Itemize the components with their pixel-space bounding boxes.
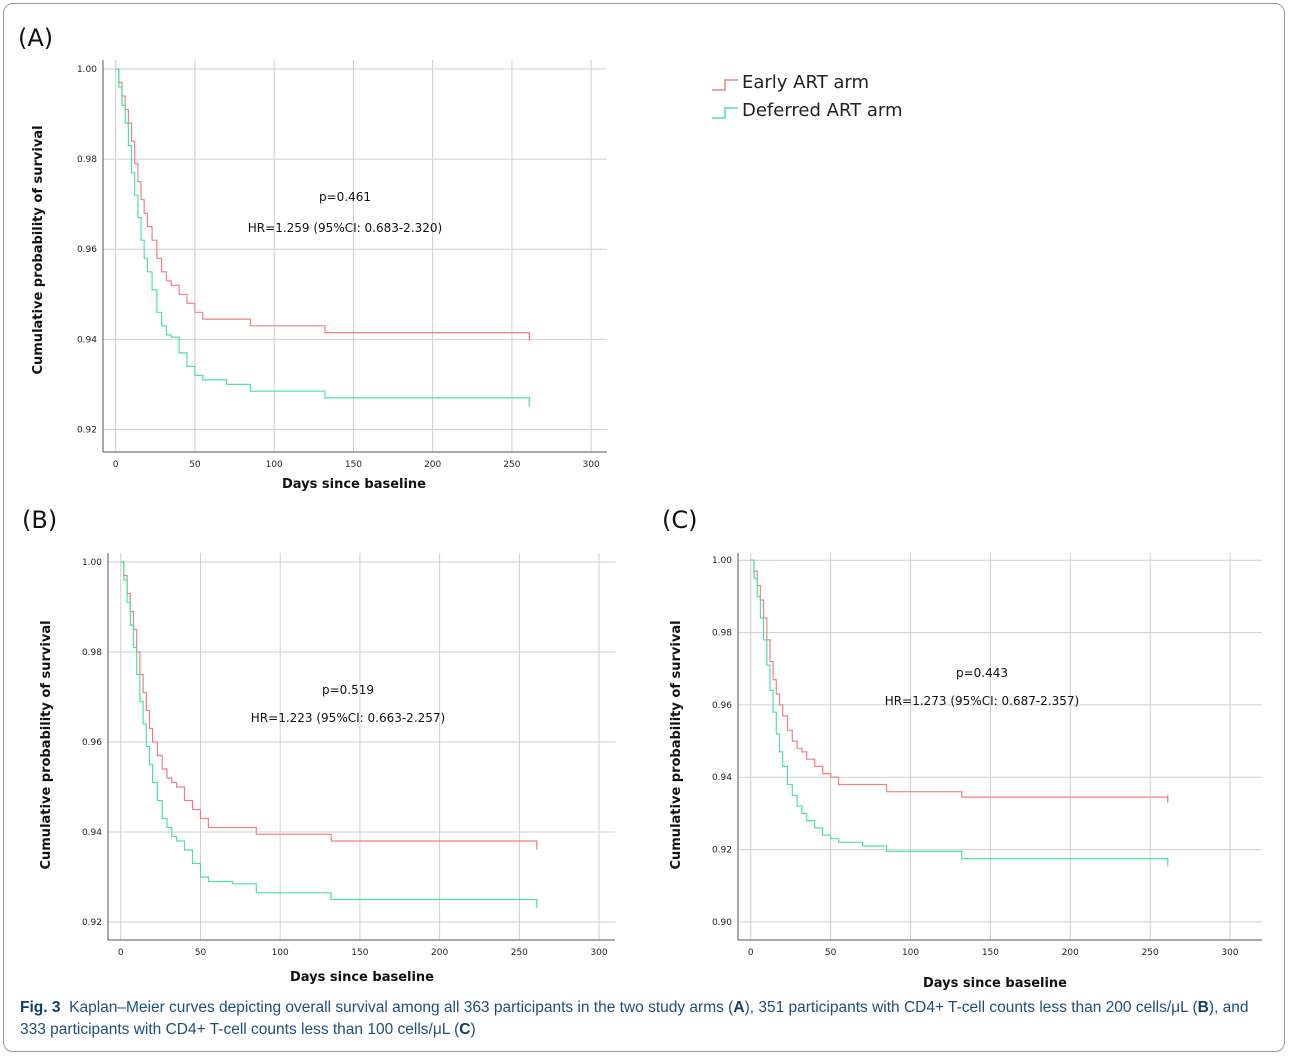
panel-c-p-value: p=0.443 — [956, 666, 1008, 680]
y-tick-label: 0.96 — [77, 245, 97, 255]
legend-label-deferred: Deferred ART arm — [742, 100, 903, 121]
x-tick-label: 100 — [266, 460, 283, 470]
panel-a-xlabel: Days since baseline — [282, 477, 426, 492]
deferred-art-curve — [750, 559, 1169, 863]
figure-canvas: Early ART arm Deferred ART arm (A) 0 50 10… — [18, 24, 1262, 991]
x-tick-label: 250 — [503, 460, 520, 470]
panel-c-xlabel: Days since baseline — [923, 976, 1067, 991]
x-tick-label: 50 — [189, 460, 201, 470]
panel-a-p-value: p=0.461 — [319, 190, 371, 204]
x-tick-label: 150 — [345, 460, 362, 470]
x-tick-label: 200 — [1062, 948, 1079, 958]
early-art-curve — [750, 559, 1169, 799]
caption-ref-b: B — [1197, 999, 1209, 1016]
x-tick-label: 300 — [1221, 948, 1238, 958]
figure-frame — [3, 3, 1285, 1052]
x-tick-label: 200 — [424, 460, 441, 470]
deferred-art-curve — [120, 561, 538, 904]
panel-c-hr: HR=1.273 (95%CI: 0.687-2.357) — [885, 694, 1079, 708]
y-tick-label: 0.94 — [82, 828, 102, 838]
panel-a-label: (A) — [18, 24, 53, 52]
figure-caption: Fig. 3 Kaplan–Meier curves depicting ove… — [20, 997, 1265, 1041]
panel-b-xlabel: Days since baseline — [290, 970, 434, 985]
deferred-art-curve — [115, 68, 530, 403]
panel-b-p-value: p=0.519 — [322, 683, 374, 697]
x-tick-label: 100 — [902, 948, 919, 958]
y-tick-label: 0.98 — [82, 648, 102, 658]
y-tick-label: 0.92 — [712, 846, 732, 856]
x-tick-label: 300 — [583, 460, 600, 470]
panel-c-plot: 0 50 100 150 200 250 300 0.90 0.92 0.94 0.96 0.98 1.… — [712, 553, 1262, 958]
panel-c-label: (C) — [662, 506, 697, 534]
x-tick-label: 300 — [590, 948, 607, 958]
legend-swatch-deferred — [712, 107, 738, 119]
y-tick-label: 0.96 — [712, 701, 732, 711]
caption-text-2: ), 351 participants with CD4+ T-cell cou… — [744, 999, 1198, 1016]
y-tick-label: 1.00 — [82, 558, 102, 568]
panel-b-label: (B) — [22, 506, 57, 534]
panel-a: (A) 0 50 100 150 200 250 300 0.92 0.94 0.96 0.98 1.… — [18, 24, 607, 492]
y-tick-label: 0.96 — [82, 738, 102, 748]
y-tick-label: 0.92 — [77, 425, 97, 435]
legend-swatch-early — [712, 79, 738, 91]
panel-a-plot: 0 50 100 150 200 250 300 0.92 0.94 0.96 0.98 1.00 — [77, 60, 607, 470]
y-tick-label: 0.90 — [712, 918, 732, 928]
panel-b-plot: 0 50 100 150 200 250 300 0.92 0.94 0.96 0.98 1.00 — [82, 553, 615, 958]
y-tick-label: 1.00 — [77, 65, 97, 75]
x-tick-label: 0 — [113, 460, 119, 470]
caption-ref-c: C — [459, 1021, 471, 1038]
x-tick-label: 200 — [431, 948, 448, 958]
x-tick-label: 0 — [748, 948, 754, 958]
caption-fig-label: Fig. 3 — [20, 999, 61, 1016]
caption-text-4: ) — [470, 1021, 476, 1038]
early-art-curve — [115, 68, 530, 338]
x-tick-label: 0 — [118, 948, 124, 958]
panel-b-ylabel: Cumulative probability of survival — [39, 620, 54, 869]
caption-ref-a: A — [733, 999, 745, 1016]
y-tick-label: 0.92 — [82, 918, 102, 928]
legend: Early ART arm Deferred ART arm — [712, 72, 903, 121]
x-tick-label: 150 — [351, 948, 368, 958]
y-tick-label: 1.00 — [712, 556, 732, 566]
x-tick-label: 250 — [511, 948, 528, 958]
x-tick-label: 250 — [1142, 948, 1159, 958]
panel-a-ylabel: Cumulative probability of survival — [31, 125, 46, 374]
y-tick-label: 0.98 — [712, 629, 732, 639]
x-tick-label: 50 — [195, 948, 207, 958]
panel-b: (B) 0 50 100 150 200 250 300 0.92 0.94 0.96 0.98 1.… — [22, 506, 615, 985]
panel-a-hr: HR=1.259 (95%CI: 0.683-2.320) — [248, 221, 442, 235]
y-tick-label: 0.98 — [77, 155, 97, 165]
x-tick-label: 100 — [272, 948, 289, 958]
y-tick-label: 0.94 — [712, 773, 732, 783]
x-tick-label: 50 — [825, 948, 837, 958]
caption-text-3: ), and 333 participants with CD4+ T-cell… — [20, 999, 1249, 1038]
caption-text-1: Kaplan–Meier curves depicting overall su… — [69, 999, 734, 1016]
panel-c-ylabel: Cumulative probability of survival — [669, 620, 684, 869]
panel-c: (C) 0 50 100 150 200 250 300 0.90 0.92 0.94 0.96 0.… — [662, 506, 1262, 991]
early-art-curve — [120, 561, 538, 846]
panel-b-hr: HR=1.223 (95%CI: 0.663-2.257) — [251, 711, 445, 725]
x-tick-label: 150 — [982, 948, 999, 958]
y-tick-label: 0.94 — [77, 335, 97, 345]
legend-label-early: Early ART arm — [742, 72, 869, 93]
